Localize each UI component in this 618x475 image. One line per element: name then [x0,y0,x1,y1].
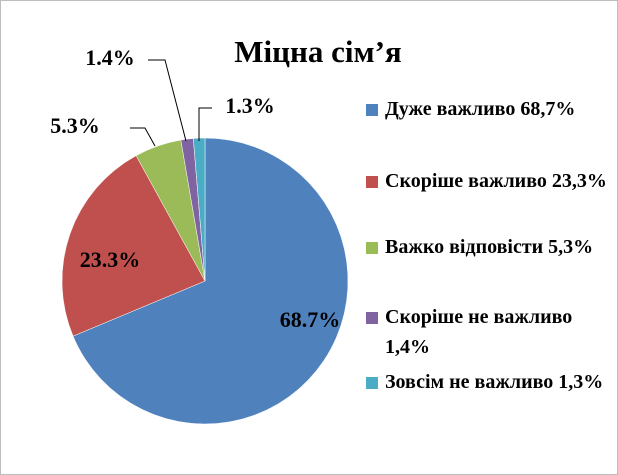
leader-line [198,107,212,141]
pie-slice [61,155,206,337]
chart-title: Міцна сім’я [234,34,401,69]
data-label: 1.3% [225,93,275,118]
legend-swatch [366,377,378,389]
leader-line [130,127,156,147]
legend-swatch [366,104,378,116]
leader-line [148,59,187,142]
legend-swatch [366,176,378,188]
legend-swatch [366,242,378,254]
legend-swatch [366,312,378,324]
data-label: 5.3% [50,113,100,138]
legend-label: Зовсім не важливо 1,3% [385,371,603,393]
legend-label: Скоріше важливо 23,3% [385,170,607,192]
pie-slice [72,137,349,425]
legend-label: Дуже важливо 68,7% [385,98,575,120]
legend-label: Скоріше не важливо 1,4% [385,306,577,358]
data-label: 23.3% [80,247,141,272]
legend-label: Важко відповісти 5,3% [385,236,593,258]
data-label: 68.7% [280,307,341,332]
data-label: 1.4% [85,45,135,70]
